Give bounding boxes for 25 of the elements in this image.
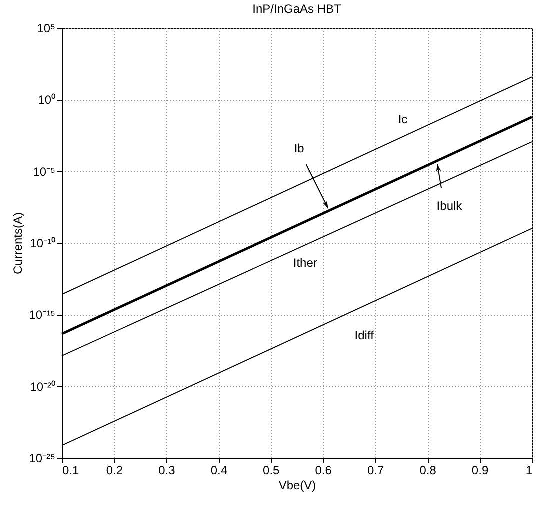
x-tick-label: 0.4 [210, 464, 228, 478]
x-tick-label: 0.1 [62, 464, 80, 478]
chart-title: InP/InGaAs HBT [252, 2, 342, 16]
x-tick-label: 0.6 [315, 464, 332, 478]
y-tick-label: 10⁻¹⁵ [29, 308, 56, 322]
x-tick-label: 0.5 [263, 464, 280, 478]
x-tick-label: 0.3 [158, 464, 176, 478]
x-tick-label: 1 [526, 464, 533, 478]
x-tick-label: 0.7 [367, 464, 384, 478]
annotation: Idiff [354, 328, 375, 343]
y-tick-label: 10⁰ [38, 93, 56, 108]
annotation: Ib [294, 142, 305, 156]
x-tick-label: 0.9 [472, 464, 489, 478]
x-axis-title: Vbe(V) [278, 478, 316, 492]
annotation: Ibulk [436, 199, 464, 214]
annotation: Ic [398, 112, 408, 127]
y-tick-label: 10⁻²⁰ [30, 380, 56, 394]
y-tick-label: 10⁻⁵ [33, 164, 56, 179]
x-tick-label: 0.2 [106, 464, 124, 478]
y-tick-label: 10⁵ [37, 22, 56, 36]
y-axis-title: Currents(A) [11, 212, 26, 275]
x-tick-label: 0.8 [420, 464, 437, 478]
annotation: Ither [293, 256, 318, 270]
y-tick-label: 10⁻¹⁰ [30, 236, 56, 250]
y-tick-label: 10⁻²⁵ [29, 452, 56, 466]
